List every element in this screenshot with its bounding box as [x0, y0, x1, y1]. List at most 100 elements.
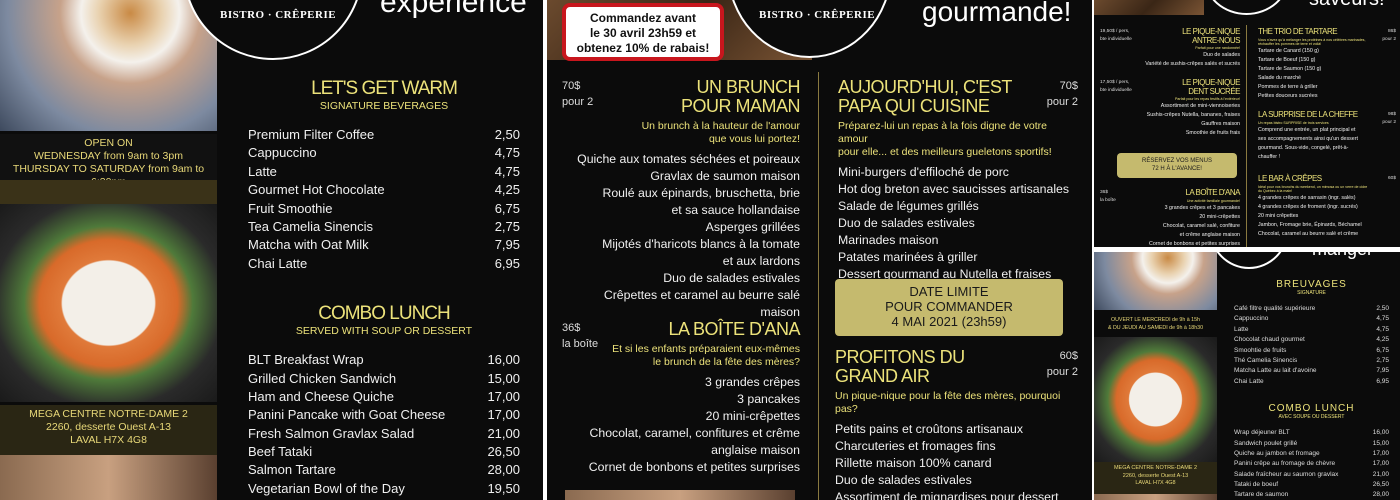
item-price: 4,75: [1376, 315, 1389, 323]
menu-item: et aux lardons: [722, 254, 800, 268]
menu-item: ses accompagnements ainsi qu'un dessert: [1258, 135, 1358, 142]
item-name: Latte: [1234, 325, 1249, 333]
coffee-photo: [0, 0, 217, 131]
price-unit: bte individuelle: [1100, 88, 1132, 93]
address-line: 2260, desserte Ouest A-13: [1122, 472, 1189, 479]
item-price: 26,50: [1372, 481, 1389, 489]
price-amount: 70$: [1059, 80, 1078, 92]
address-line: MEGA CENTRE NOTRE-DAME 2: [1113, 465, 1198, 471]
menu-item: Smoothie de fruits frais: [1185, 130, 1240, 137]
menu-item: Sushis-crêpes Nutella, bananes, fraises: [1146, 112, 1240, 119]
menu-item: Petites douceurs sucrées: [1258, 93, 1318, 100]
menu-item: Tartare de saumon 28,00: [1234, 490, 1389, 500]
section-subtitle: SIGNATURE BEVERAGES: [319, 100, 449, 112]
menu-item: 20 mini-crêpettes: [705, 409, 800, 423]
menu-item: 20 mini crêpettes: [1258, 213, 1299, 220]
menu-description: Idéal pour vos brunchs du weekend, un mi…: [1258, 185, 1396, 194]
menu-item: Panini crêpe au fromage de chèvre 17,00: [1234, 459, 1389, 469]
price-unit: pour 2: [562, 96, 594, 108]
item-name: Ham and Cheese Quiche: [248, 388, 394, 404]
headline: saveurs!: [1309, 0, 1385, 11]
menu-title: DENT SUCRÉE: [1188, 86, 1240, 96]
menu-title: AUJOURD'HUI, C'EST: [838, 77, 1012, 97]
item-price: 4,25: [1376, 336, 1389, 344]
menu-description: Une activité familiale gourmande!: [1100, 199, 1240, 203]
menu-section: BREUVAGES SIGNATURE Café filtre qualité su…: [1234, 279, 1389, 387]
menu-item: Latte 4,75: [248, 163, 520, 181]
menu-title: LA BOÎTE D'ANA: [668, 319, 801, 339]
menu-item: Charcuteries et fromages fins: [835, 439, 996, 453]
headline: gourmande!: [922, 0, 1072, 27]
menu-item: Mijotés d'haricots blancs à la tomate: [602, 237, 800, 251]
address-box: MEGA CENTRE NOTRE-DAME 2 2260, desserte …: [1094, 462, 1217, 494]
menu-item: Patates marinées à griller: [838, 250, 978, 264]
item-name: Matcha with Oat Milk: [248, 237, 369, 253]
hours-band: [0, 180, 217, 204]
item-price: 16,00: [1372, 429, 1389, 437]
menu-boite-ana: 36$ la boîte LA BOÎTE D'ANA Et si les enfan…: [562, 319, 801, 476]
menu-item: Gauffres maison: [1201, 121, 1240, 128]
menu-section: COMBO LUNCH AVEC SOUPE OU DESSERT Wrap déj…: [1234, 403, 1389, 500]
item-name: Gourmet Hot Chocolate: [248, 182, 385, 198]
price-amount: 98$: [1387, 112, 1396, 117]
menu-item: Beef Tataki 26,50: [248, 443, 520, 461]
menu-item: Panini Pancake with Goat Cheese 17,00: [248, 406, 520, 424]
coffee-photo: [1094, 252, 1217, 310]
item-price: 26,50: [487, 444, 520, 460]
deadline-line: POUR COMMANDER: [885, 299, 1013, 314]
menu-pique-nique-dent-sucree: 17,50$ / pers, bte individuelle LE PIQUE-N…: [1100, 78, 1241, 138]
menu-item: Thé Camelia Sinencis 2,75: [1234, 356, 1389, 366]
item-name: Fruit Smoothie: [248, 200, 333, 216]
menu-pique-nique-antre-nous: 19,50$ / pers, bte individuelle LE PIQUE-N…: [1100, 27, 1241, 69]
hours-line: WEDNESDAY from 9am to 3pm: [34, 150, 183, 162]
top-photo: [1094, 0, 1204, 15]
menu-item: Assortiment de mini-viennoiseries: [1160, 103, 1240, 110]
menu-item: Premium Filter Coffee 2,50: [248, 126, 520, 144]
item-price: 17,00: [487, 388, 520, 404]
menu-item: Tartare de Saumon (150 g): [1258, 66, 1322, 73]
menu-item: 4 grandes crêpes de froment (ingr. sucré…: [1258, 204, 1358, 211]
column-divider: [818, 72, 819, 500]
menu-description: Parfait pour une randonnée!: [1100, 46, 1240, 50]
description-line: que vous lui portez!: [708, 133, 800, 145]
item-price: 17,00: [487, 407, 520, 423]
menu-item: Jambon, Fromage brie, Épinards, Béchamel: [1258, 222, 1362, 229]
menu-item: Duo de salades estivales: [663, 271, 800, 285]
description-line: Un brunch à la hauteur de l'amour: [641, 120, 800, 132]
menu-description: Un repas bistro SURPRISE de trois servic…: [1258, 121, 1396, 125]
menu-item: Gravlax de saumon maison: [650, 169, 800, 183]
price-amount: 17,50$ / pers,: [1100, 80, 1130, 85]
menu-item: Chocolat, caramel, confitures et crême: [589, 426, 800, 440]
menu-item: Café filtre qualité supérieure 2,50: [1234, 304, 1389, 314]
menu-item: Salade du marché: [1258, 75, 1301, 82]
address-line: LAVAL H7X 4G8: [70, 434, 147, 446]
description-line: Un pique-nique pour la fête des mères, p…: [835, 390, 1061, 415]
section-title: COMBO LUNCH: [1268, 403, 1355, 415]
menu-item: Vegetarian Bowl of the Day 19,50: [248, 480, 520, 498]
logo: [1204, 0, 1289, 15]
item-price: 7,95: [1376, 367, 1389, 375]
menu-item: Dessert gourmand au Nutella et fraises: [838, 267, 1052, 281]
menu-item: 3 pancakes: [737, 392, 800, 406]
item-price: 6,95: [494, 255, 520, 271]
item-name: Beef Tataki: [248, 444, 313, 460]
price-unit: la boîte: [562, 338, 599, 350]
menu-item: Salmon Tartare 28,00: [248, 461, 520, 479]
item-name: Chai Latte: [1234, 377, 1264, 385]
item-price: 19,50: [487, 480, 520, 496]
item-name: Cappuccino: [1234, 315, 1269, 323]
address-box: MEGA CENTRE NOTRE-DAME 2 2260, desserte …: [0, 405, 217, 455]
section-subtitle: AVEC SOUPE OU DESSERT: [1278, 414, 1345, 421]
item-name: Latte: [248, 163, 277, 179]
menu-item: Gourmet Hot Chocolate 4,25: [248, 181, 520, 199]
price-amount: 70$: [562, 80, 581, 92]
menu-item: Fresh Salmon Gravlax Salad 21,00: [248, 425, 520, 443]
price: 86$ pour 2: [1382, 28, 1396, 44]
menu-description: Un pique-nique pour la fête des mères, p…: [835, 390, 1078, 416]
reserve-button[interactable]: RÉSERVEZ VOS MENUS 72 H À L'AVANCE!: [1117, 153, 1237, 178]
menu-item: Roulé aux épinards, bruschetta, brie: [602, 186, 800, 200]
description-line: Et si les enfants préparaient eux-mêmes: [612, 343, 800, 355]
menu-item: anglaise maison: [711, 443, 800, 457]
section-title: BREUVAGES: [1276, 279, 1347, 290]
price-amount: 36$: [1100, 190, 1109, 195]
